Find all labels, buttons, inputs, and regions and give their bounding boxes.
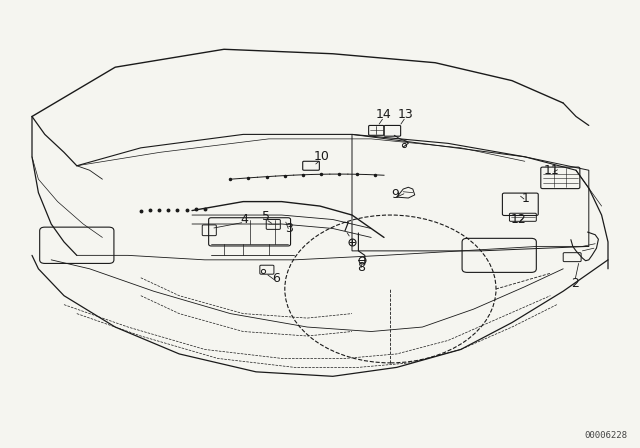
Text: 9: 9	[392, 188, 399, 202]
Text: 3: 3	[285, 222, 293, 235]
Text: 00006228: 00006228	[584, 431, 627, 440]
Text: 10: 10	[314, 150, 329, 164]
Text: 13: 13	[398, 108, 413, 121]
Text: 14: 14	[376, 108, 392, 121]
Text: 11: 11	[544, 164, 559, 177]
Text: 1: 1	[522, 191, 530, 205]
Text: 6: 6	[273, 272, 280, 285]
Text: 7: 7	[342, 221, 349, 234]
Text: 4: 4	[241, 213, 248, 226]
Text: 2: 2	[571, 276, 579, 290]
Text: 12: 12	[511, 213, 526, 226]
Text: 8: 8	[358, 261, 365, 274]
Text: 5: 5	[262, 210, 269, 223]
